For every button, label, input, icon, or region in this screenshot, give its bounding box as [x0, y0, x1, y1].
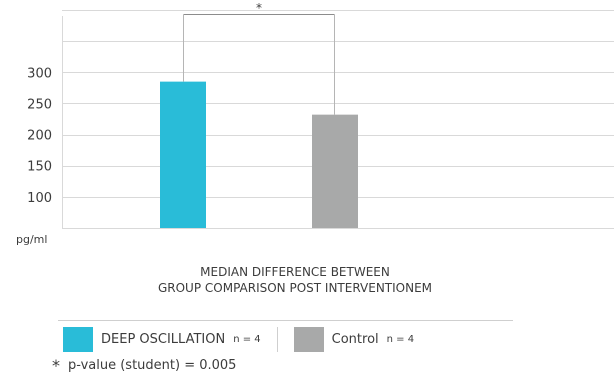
- footnote-text: p-value (student) = 0.005: [68, 358, 237, 373]
- caption-line-1: MEDIAN DIFFERENCE BETWEEN: [200, 265, 390, 279]
- legend-separator: [276, 327, 278, 352]
- asterisk-icon: *: [52, 355, 60, 375]
- y-unit-label: pg/ml: [16, 233, 47, 246]
- legend-divider: [58, 320, 513, 321]
- legend-n-deep-oscillation: n = 4: [233, 334, 261, 345]
- significance-marker: *: [256, 1, 262, 15]
- y-tick-label: 200: [27, 129, 52, 144]
- bar-control: [312, 114, 358, 228]
- legend-label-control: Control: [331, 332, 379, 347]
- bar-deep-oscillation: [160, 81, 206, 228]
- y-axis-ticks: 100 150 200 250 300: [27, 66, 52, 206]
- legend: DEEP OSCILLATION n = 4 Control n = 4: [63, 327, 414, 352]
- caption-line-2: GROUP COMPARISON POST INTERVENTIONEM: [157, 281, 433, 295]
- legend-swatch-deep-oscillation: [63, 327, 93, 352]
- y-tick-label: 300: [27, 66, 52, 81]
- significance-bracket: *: [183, 1, 335, 115]
- chart-caption: MEDIAN DIFFERENCE BETWEEN GROUP COMPARIS…: [60, 264, 530, 296]
- footnote: * p-value (student) = 0.005: [52, 355, 237, 375]
- y-tick-label: 150: [27, 160, 52, 175]
- legend-label-deep-oscillation: DEEP OSCILLATION: [101, 332, 226, 347]
- bars-layer: [160, 81, 358, 228]
- legend-swatch-control: [293, 327, 324, 352]
- y-tick-label: 250: [27, 97, 52, 112]
- y-tick-label: 100: [27, 191, 52, 206]
- legend-n-control: n = 4: [386, 334, 415, 345]
